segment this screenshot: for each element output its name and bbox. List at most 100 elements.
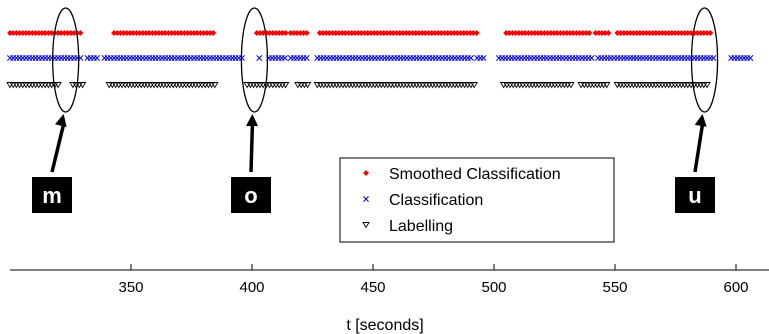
data-point	[361, 30, 368, 36]
data-point	[528, 30, 535, 36]
data-point	[29, 30, 36, 36]
data-point	[697, 30, 704, 36]
data-point	[165, 30, 172, 36]
data-point	[348, 30, 355, 36]
data-point	[19, 30, 26, 36]
data-point	[684, 30, 691, 36]
data-point	[700, 30, 707, 36]
data-point	[380, 30, 387, 36]
data-point	[371, 30, 378, 36]
data-point	[67, 30, 74, 36]
data-point	[351, 30, 358, 36]
data-point	[257, 30, 264, 36]
data-point	[444, 30, 451, 36]
data-point	[570, 30, 577, 36]
data-point	[133, 30, 140, 36]
data-point	[162, 30, 169, 36]
data-point	[300, 30, 307, 36]
data-point	[367, 30, 374, 36]
data-point	[39, 30, 45, 36]
x-tick-label: 400	[239, 279, 264, 296]
data-point	[463, 30, 470, 36]
data-point	[538, 30, 545, 36]
data-point	[438, 30, 445, 36]
data-point	[633, 30, 640, 36]
data-point	[159, 30, 166, 36]
data-point	[58, 30, 65, 36]
data-point	[519, 30, 526, 36]
data-point	[377, 30, 384, 36]
data-point	[155, 30, 162, 36]
callout-ellipse	[52, 7, 80, 113]
data-point	[665, 30, 672, 36]
callout-arrow	[249, 123, 255, 173]
data-point	[390, 30, 397, 36]
data-point	[191, 30, 198, 36]
data-point	[541, 30, 548, 36]
data-point	[358, 30, 365, 36]
data-point	[467, 55, 474, 61]
data-point	[54, 82, 62, 89]
x-tick-label: 450	[360, 279, 385, 296]
data-point	[409, 30, 416, 36]
x-axis-title: t [seconds]	[346, 317, 423, 334]
data-point	[7, 30, 13, 36]
data-point	[480, 55, 487, 61]
data-point	[506, 30, 513, 36]
data-point	[181, 30, 188, 36]
callout-arrow	[50, 123, 66, 173]
data-point	[387, 30, 394, 36]
legend-entry-labelling: Labelling	[362, 218, 453, 235]
legend-entry-smoothed-classification: Smoothed Classification	[363, 166, 561, 183]
data-point	[678, 30, 685, 36]
data-point	[515, 30, 522, 36]
legend-label: Classification	[389, 192, 483, 209]
data-point	[287, 30, 294, 36]
data-point	[23, 30, 29, 36]
data-point	[554, 30, 561, 36]
data-point	[26, 30, 33, 36]
data-point	[551, 30, 558, 36]
data-point	[703, 82, 711, 89]
legend-marker	[363, 196, 369, 202]
callout-arrowhead	[54, 114, 67, 128]
data-point	[747, 55, 754, 61]
series-labelling	[6, 82, 711, 89]
data-point	[649, 30, 656, 36]
data-point	[152, 30, 159, 36]
callout-box	[231, 177, 271, 213]
legend-entry-classification: Classification	[363, 192, 483, 209]
data-point	[55, 30, 61, 36]
data-point	[345, 30, 352, 36]
data-point	[412, 30, 419, 36]
data-point	[435, 30, 442, 36]
data-point	[329, 30, 336, 36]
data-point	[207, 30, 214, 36]
data-point	[694, 30, 701, 36]
data-point	[168, 30, 175, 36]
data-point	[123, 30, 130, 36]
data-point	[13, 30, 20, 36]
data-point	[316, 30, 323, 36]
data-point	[127, 30, 134, 36]
data-point	[602, 82, 611, 89]
data-point	[364, 30, 371, 36]
callout-box	[675, 177, 715, 213]
data-point	[672, 30, 679, 36]
data-point	[16, 30, 23, 36]
data-point	[335, 30, 342, 36]
data-point	[579, 30, 586, 36]
data-point	[143, 30, 150, 36]
data-point	[339, 30, 346, 36]
callout-ellipse	[240, 7, 269, 113]
data-point	[447, 30, 454, 36]
data-point	[599, 30, 606, 36]
data-point	[503, 30, 510, 36]
data-point	[326, 30, 333, 36]
data-point	[624, 30, 631, 36]
data-point	[211, 82, 219, 89]
data-point	[656, 30, 663, 36]
legend-label: Smoothed Classification	[389, 166, 561, 183]
data-point	[64, 30, 71, 36]
callout-o: o	[231, 7, 271, 213]
